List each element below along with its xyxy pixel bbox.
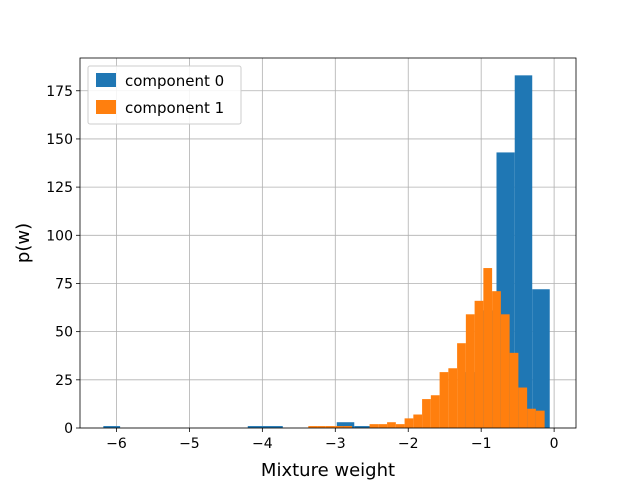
legend-box (87, 65, 242, 125)
bar-component-1 (483, 268, 493, 428)
bar-component-1 (413, 414, 423, 428)
plot-frame (79, 57, 577, 429)
bar-component-1 (343, 426, 353, 428)
x-tick-label: −6 (106, 436, 127, 452)
y-axis-label: p(w) (13, 223, 34, 263)
bar-component-1 (457, 343, 466, 428)
x-tick-label: −4 (252, 436, 273, 452)
bar-component-1 (474, 300, 484, 428)
bar-component-1 (422, 399, 431, 428)
bar-component-1 (518, 387, 528, 428)
y-tick-label: 75 (55, 276, 73, 292)
bar-component-0 (354, 426, 372, 428)
y-tick-label: 125 (46, 180, 73, 196)
x-axis-label: Mixture weight (261, 460, 395, 480)
x-tick-label: −1 (471, 436, 492, 452)
bar-component-1 (369, 424, 379, 428)
legend-swatch-component-0 (96, 73, 116, 87)
y-tick-label: 175 (46, 84, 73, 100)
bar-component-1 (395, 424, 405, 428)
ticks: −6 −5 −4 −3 −2 −1 0 0 25 50 75 100 125 150 175 (46, 84, 558, 452)
y-tick-label: 25 (55, 373, 73, 389)
legend-label-component-0: component 0 (125, 72, 224, 90)
bar-component-0 (103, 426, 121, 428)
bar-component-0 (532, 289, 550, 428)
bars (103, 75, 550, 429)
legend: component 0 component 1 (87, 65, 242, 125)
y-tick-label: 150 (46, 132, 73, 148)
bar-component-1 (317, 426, 326, 428)
legend-swatch-component-1 (96, 100, 116, 114)
bar-component-1 (439, 372, 449, 428)
bar-component-1 (500, 314, 510, 428)
y-tick-label: 50 (55, 325, 73, 341)
x-tick-label: −3 (325, 436, 346, 452)
legend-label-component-1: component 1 (125, 99, 224, 117)
bar-component-1 (387, 422, 396, 428)
bar-component-0 (514, 75, 533, 428)
bar-component-1 (492, 291, 501, 428)
bar-component-1 (509, 352, 519, 428)
bar-component-1 (535, 410, 545, 428)
bar-component-1 (527, 408, 536, 428)
x-tick-label: 0 (550, 436, 559, 452)
bar-component-0 (336, 422, 355, 428)
bar-component-0 (266, 426, 283, 428)
bar-component-1 (465, 314, 475, 428)
x-tick-label: −2 (398, 436, 419, 452)
bar-component-1 (378, 424, 388, 428)
bar-component-1 (308, 426, 318, 428)
x-tick-label: −5 (179, 436, 200, 452)
bar-component-1 (334, 426, 344, 428)
y-tick-label: 100 (46, 228, 73, 244)
bar-component-1 (448, 368, 458, 428)
bar-component-1 (325, 426, 335, 428)
y-tick-label: 0 (64, 421, 73, 437)
bar-component-1 (404, 418, 414, 428)
bar-component-1 (430, 395, 440, 428)
bar-component-0 (247, 426, 266, 428)
